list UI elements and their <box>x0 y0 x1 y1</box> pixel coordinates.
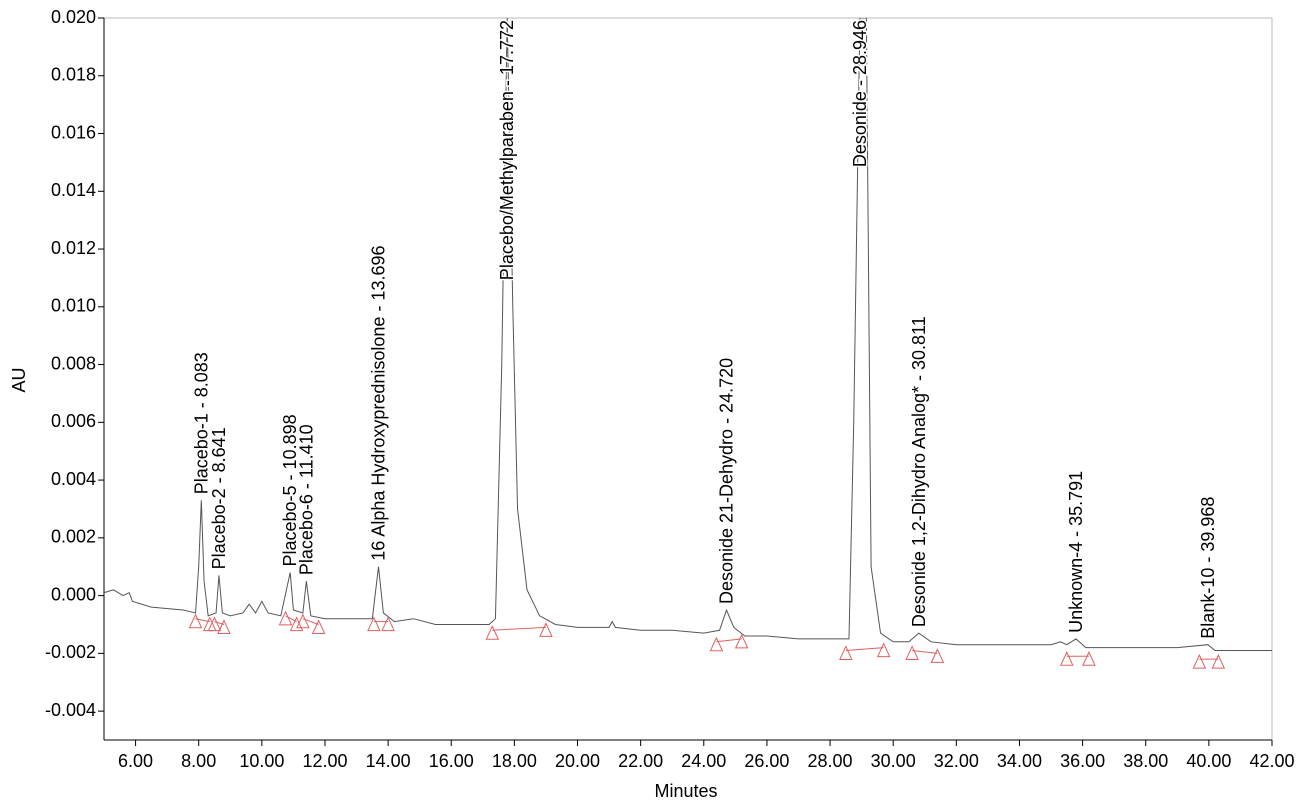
peak-marker <box>734 633 749 649</box>
y-tick-label: 0.002 <box>51 527 96 547</box>
x-tick-label: 24.00 <box>681 751 726 771</box>
peak-label: Placebo-6 - 11.410 <box>296 424 316 575</box>
x-tick-label: 26.00 <box>744 751 789 771</box>
y-tick-label: -0.004 <box>45 700 96 720</box>
peak-marker <box>367 616 381 632</box>
peak-marker <box>296 613 310 629</box>
peak-marker <box>839 645 853 660</box>
x-tick-label: 8.00 <box>181 751 216 771</box>
chromatogram-trace <box>104 18 1272 651</box>
integration-baseline <box>716 638 742 643</box>
peak-marker <box>207 616 222 632</box>
x-tick-label: 10.00 <box>239 751 284 771</box>
y-tick-label: -0.002 <box>45 642 96 662</box>
x-tick-label: 12.00 <box>302 751 347 771</box>
y-tick-label: 0.020 <box>51 7 96 27</box>
peak-marker <box>311 619 326 634</box>
x-tick-label: 34.00 <box>997 751 1042 771</box>
x-tick-label: 38.00 <box>1123 751 1168 771</box>
x-tick-label: 32.00 <box>934 751 979 771</box>
peak-label: Placebo-2 - 8.641 <box>209 427 229 569</box>
y-tick-label: 0.018 <box>51 65 96 85</box>
integration-baseline <box>492 626 546 631</box>
x-axis-title: Minutes <box>654 781 717 801</box>
x-tick-label: 36.00 <box>1060 751 1105 771</box>
plot-area <box>104 18 1272 669</box>
peak-marker <box>188 613 203 629</box>
integration-baseline <box>845 647 884 651</box>
y-tick-label: 0.000 <box>51 584 96 604</box>
peak-marker <box>485 625 500 640</box>
peak-label: Unknown-4 - 35.791 <box>1066 471 1086 633</box>
y-tick-label: 0.008 <box>51 353 96 373</box>
y-tick-label: 0.010 <box>51 296 96 316</box>
x-tick-label: 18.00 <box>492 751 537 771</box>
peak-marker <box>930 648 945 663</box>
peak-marker <box>709 636 724 652</box>
peak-label: Placebo-5 - 10.898 <box>280 414 300 566</box>
peak-label: Desonide - 28.946 <box>850 20 870 167</box>
y-axis-title: AU <box>9 367 29 392</box>
peak-label: Desonide 1,2-Dihydro Analog* - 30.811 <box>909 316 929 627</box>
peak-marker <box>1060 651 1074 666</box>
y-tick-label: 0.014 <box>51 180 96 200</box>
peak-marker <box>381 616 395 632</box>
peak-marker <box>1211 653 1226 669</box>
peak-marker <box>1192 653 1207 669</box>
peak-label: 16 Alpha Hydroxyprednisolone - 13.696 <box>369 246 389 561</box>
peak-label: Desonide 21-Dehydro - 24.720 <box>717 358 737 604</box>
peak-label: Placebo-1 - 8.083 <box>191 352 211 494</box>
y-tick-label: 0.016 <box>51 122 96 142</box>
peak-marker <box>876 642 891 658</box>
integration-baseline <box>912 649 938 654</box>
x-tick-label: 14.00 <box>366 751 411 771</box>
peak-label: Placebo/Methylparaben - 17.772 <box>497 20 517 280</box>
peak-marker <box>1082 651 1096 666</box>
x-tick-label: 42.00 <box>1249 751 1294 771</box>
peak-marker <box>217 619 231 634</box>
x-tick-label: 16.00 <box>429 751 474 771</box>
peak-marker <box>278 610 293 626</box>
y-tick-label: 0.004 <box>51 469 96 489</box>
peak-marker <box>539 622 553 637</box>
peak-marker <box>289 616 304 632</box>
x-tick-label: 40.00 <box>1186 751 1231 771</box>
y-tick-label: 0.012 <box>51 238 96 258</box>
peak-marker <box>905 645 919 660</box>
x-tick-label: 22.00 <box>618 751 663 771</box>
x-tick-label: 20.00 <box>555 751 600 771</box>
x-tick-label: 28.00 <box>808 751 853 771</box>
x-tick-label: 30.00 <box>871 751 916 771</box>
x-tick-label: 6.00 <box>118 751 153 771</box>
y-tick-label: 0.006 <box>51 411 96 431</box>
peak-label: Blank-10 - 39.968 <box>1198 497 1218 639</box>
